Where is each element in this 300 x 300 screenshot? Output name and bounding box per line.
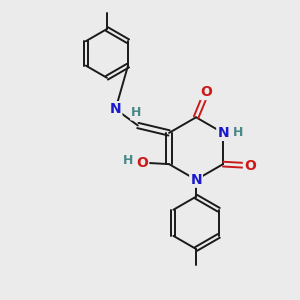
Text: H: H [131,106,142,119]
Text: O: O [244,159,256,172]
Text: N: N [217,126,229,140]
Text: H: H [123,154,133,167]
Text: N: N [110,102,122,116]
Text: O: O [200,85,212,99]
Text: O: O [136,156,148,170]
Text: N: N [190,173,202,187]
Text: H: H [233,126,244,140]
